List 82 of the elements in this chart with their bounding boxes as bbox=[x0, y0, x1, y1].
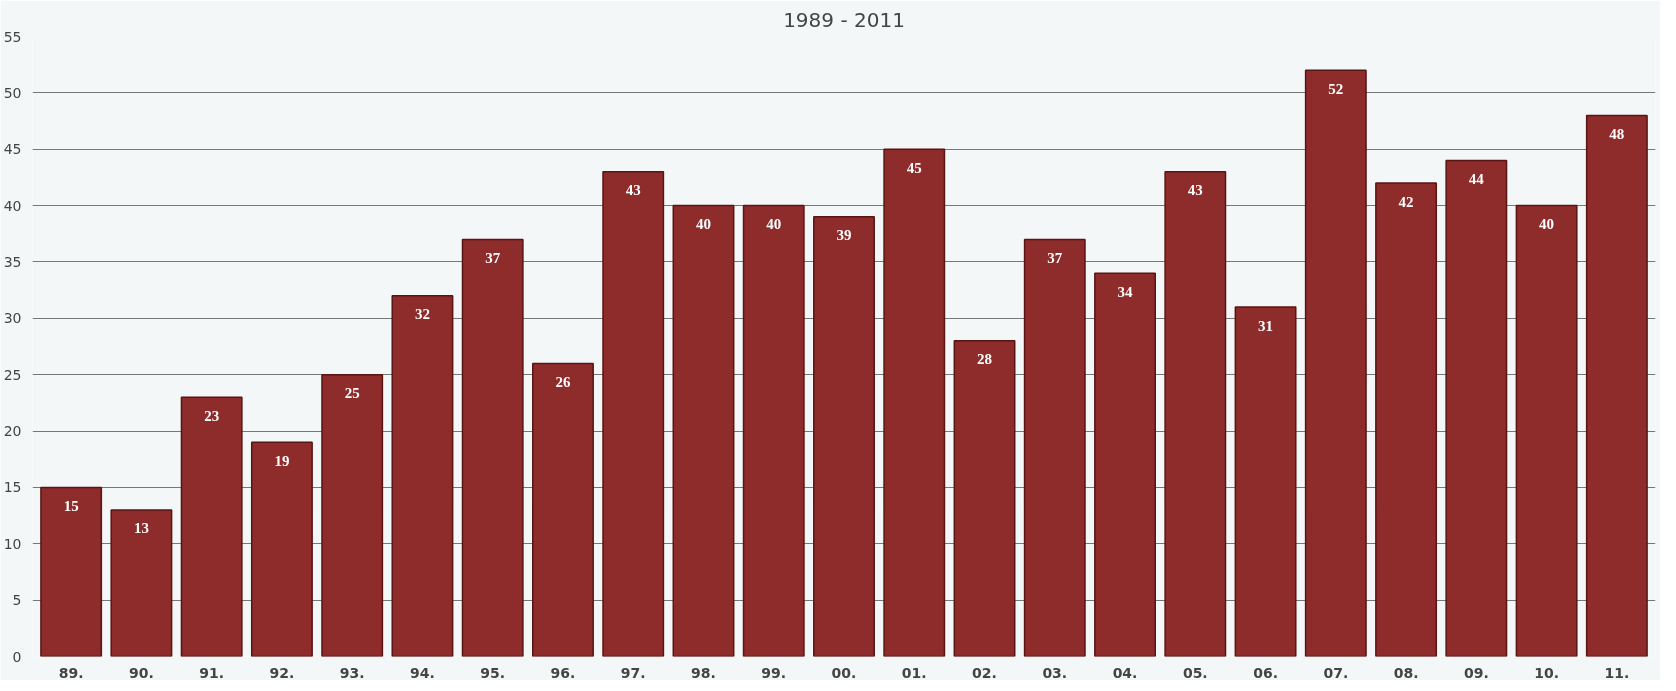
x-tick-label: 06. bbox=[1253, 664, 1278, 681]
bar bbox=[602, 171, 665, 657]
y-tick-label: 30 bbox=[3, 310, 22, 327]
data-label: 15 bbox=[63, 497, 79, 514]
data-label: 39 bbox=[836, 227, 852, 244]
data-label: 25 bbox=[344, 385, 360, 402]
data-label: 37 bbox=[1047, 249, 1063, 266]
y-tick-label: 45 bbox=[3, 141, 22, 158]
x-tick-label: 89. bbox=[58, 664, 84, 681]
bar bbox=[1304, 69, 1367, 657]
y-tick-label: 40 bbox=[3, 197, 22, 214]
y-tick-label: 20 bbox=[3, 423, 22, 440]
data-label: 40 bbox=[1539, 216, 1555, 233]
data-label: 34 bbox=[1117, 283, 1134, 300]
data-label: 13 bbox=[133, 520, 149, 537]
bar bbox=[742, 204, 805, 657]
chart-title: 1989 - 2011 bbox=[783, 7, 905, 32]
data-label: 48 bbox=[1609, 125, 1625, 142]
x-tick-label: 02. bbox=[972, 664, 997, 681]
x-tick-label: 94. bbox=[410, 664, 435, 681]
bar bbox=[1164, 171, 1227, 657]
bar bbox=[321, 373, 384, 657]
x-tick-label: 90. bbox=[129, 664, 154, 681]
data-label: 40 bbox=[695, 216, 711, 233]
bar bbox=[1515, 204, 1578, 657]
data-label: 52 bbox=[1328, 80, 1344, 97]
data-label: 43 bbox=[1187, 182, 1203, 199]
bar bbox=[1234, 306, 1297, 657]
bar bbox=[953, 340, 1016, 657]
data-label: 43 bbox=[625, 182, 641, 199]
bar bbox=[1445, 159, 1508, 657]
x-tick-label: 03. bbox=[1042, 664, 1068, 681]
y-tick-label: 10 bbox=[3, 535, 22, 552]
y-tick-label: 55 bbox=[3, 28, 22, 45]
x-tick-label: 09. bbox=[1463, 664, 1489, 681]
data-label: 45 bbox=[906, 159, 922, 176]
bar bbox=[180, 396, 243, 657]
y-tick-label: 35 bbox=[3, 253, 22, 270]
data-label: 42 bbox=[1398, 193, 1414, 210]
bar bbox=[250, 441, 313, 657]
x-tick-label: 11. bbox=[1604, 664, 1630, 681]
data-label: 44 bbox=[1468, 171, 1485, 188]
bar bbox=[40, 486, 103, 657]
x-tick-label: 99. bbox=[761, 664, 787, 681]
bar bbox=[1023, 238, 1086, 657]
x-tick-label: 00. bbox=[831, 664, 857, 681]
y-tick-label: 5 bbox=[12, 592, 22, 609]
data-label: 26 bbox=[555, 373, 571, 390]
x-tick-label: 07. bbox=[1323, 664, 1349, 681]
bar bbox=[391, 295, 454, 657]
x-tick-label: 05. bbox=[1182, 664, 1208, 681]
data-label: 19 bbox=[274, 452, 290, 469]
data-label: 31 bbox=[1258, 317, 1274, 334]
bar bbox=[1375, 182, 1438, 657]
bar bbox=[532, 362, 594, 657]
y-tick-label: 0 bbox=[12, 648, 22, 665]
bar bbox=[1094, 272, 1156, 657]
x-tick-label: 95. bbox=[480, 664, 506, 681]
data-label: 23 bbox=[204, 407, 220, 424]
bar bbox=[110, 509, 173, 657]
data-label: 32 bbox=[414, 306, 430, 323]
bar bbox=[1585, 114, 1648, 657]
y-tick-label: 50 bbox=[3, 84, 22, 101]
y-tick-label: 25 bbox=[3, 366, 22, 383]
data-label: 40 bbox=[766, 216, 782, 233]
x-tick-label: 98. bbox=[691, 664, 716, 681]
x-tick-label: 01. bbox=[901, 664, 927, 681]
x-tick-label: 10. bbox=[1534, 664, 1560, 681]
x-tick-label: 91. bbox=[199, 664, 225, 681]
x-tick-label: 96. bbox=[550, 664, 576, 681]
bar bbox=[672, 204, 735, 657]
x-tick-label: 04. bbox=[1112, 664, 1138, 681]
x-tick-label: 08. bbox=[1393, 664, 1419, 681]
bar bbox=[813, 216, 875, 657]
x-tick-label: 97. bbox=[620, 664, 646, 681]
x-tick-label: 93. bbox=[339, 664, 365, 681]
bar bbox=[883, 148, 946, 657]
y-tick-label: 15 bbox=[3, 479, 22, 496]
data-label: 37 bbox=[485, 249, 501, 266]
data-label: 28 bbox=[977, 351, 993, 368]
bar bbox=[461, 238, 524, 657]
x-tick-label: 92. bbox=[269, 664, 295, 681]
